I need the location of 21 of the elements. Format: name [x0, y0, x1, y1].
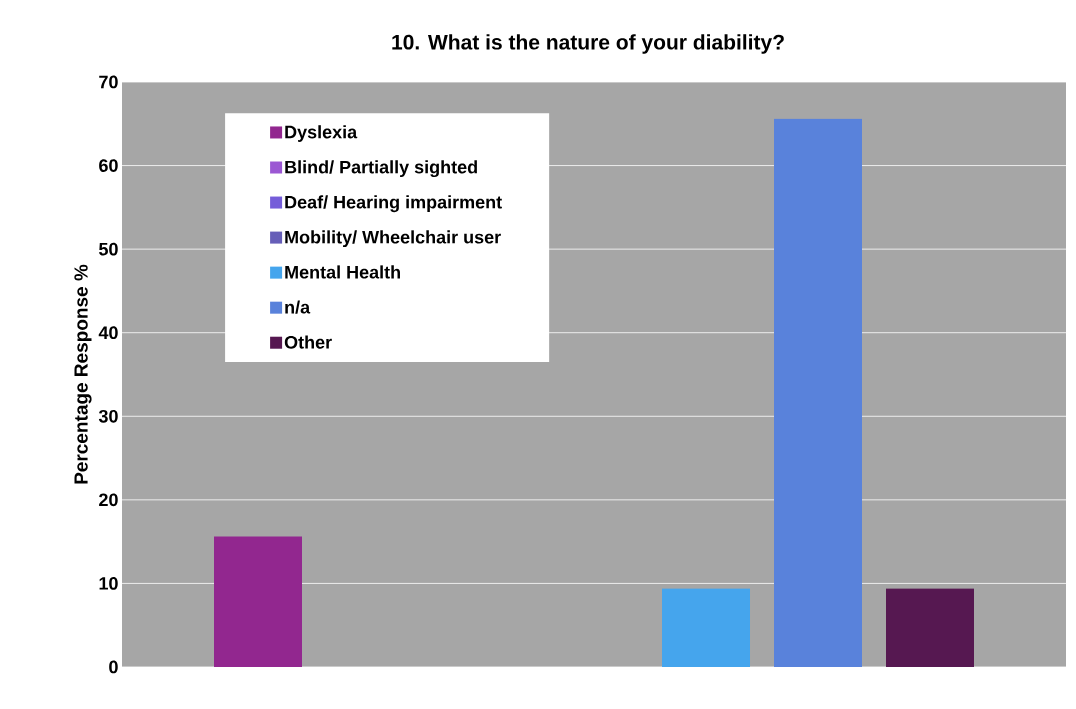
y-tick-label: 20	[99, 493, 118, 507]
legend-label: Blind/ Partially sighted	[285, 160, 477, 178]
y-tick-label: 60	[99, 159, 118, 172]
legend-label: Mental Health	[285, 265, 400, 279]
y-tick-label: 0	[109, 660, 118, 674]
legend-label: Dyslexia	[285, 125, 358, 142]
bar	[886, 588, 974, 667]
y-tick-label: 70	[99, 75, 118, 89]
chart-title: 10. What is the nature of your diability?	[392, 34, 784, 54]
y-tick-label: 50	[99, 242, 118, 256]
legend-label: Other	[284, 335, 332, 349]
legend-label: n/a	[285, 300, 311, 314]
y-axis-title: Percentage Response %	[74, 264, 92, 484]
bar	[774, 118, 862, 667]
y-tick-label: 10	[99, 577, 118, 590]
legend-label: Mobility/ Wheelchair user	[285, 230, 501, 248]
bar	[214, 536, 303, 667]
bar	[662, 588, 750, 667]
legend-label: Deaf/ Hearing impairment	[285, 195, 502, 213]
y-tick-label: 30	[98, 409, 118, 423]
y-tick-label: 40	[98, 326, 118, 340]
